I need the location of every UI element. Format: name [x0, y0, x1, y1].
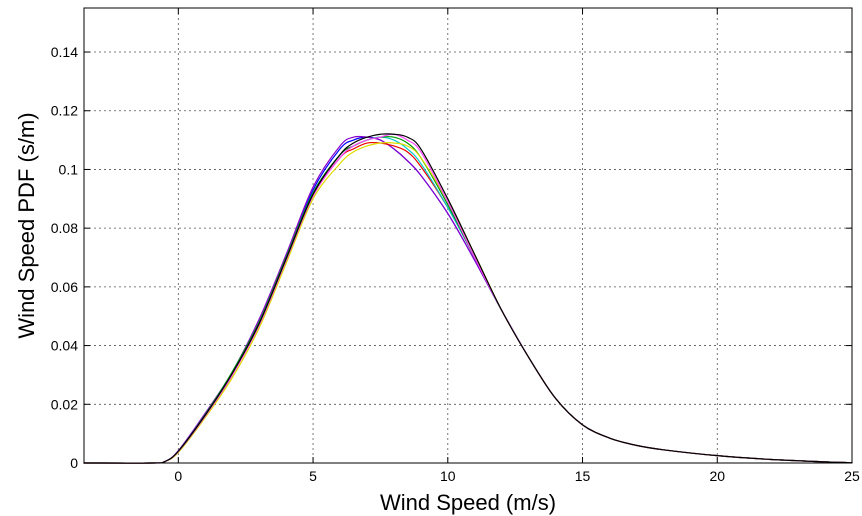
series-line-4 [83, 136, 853, 464]
series-line-1 [83, 136, 853, 464]
series-line-8 [83, 133, 853, 464]
y-tick-label: 0.06 [51, 279, 78, 295]
y-tick-label: 0.14 [51, 44, 78, 60]
y-tick-label: 0.08 [51, 220, 78, 236]
series-line-3 [83, 141, 853, 464]
grid-layer [84, 8, 852, 463]
y-tick-label: 0.1 [59, 161, 79, 177]
x-tick-label: 15 [575, 468, 591, 484]
series-line-2 [83, 135, 853, 464]
x-tick-label: 25 [844, 468, 860, 484]
y-tick-label: 0 [70, 455, 78, 471]
x-tick-label: 20 [709, 468, 725, 484]
series-line-6 [83, 142, 853, 464]
series-line-7 [83, 133, 853, 464]
x-tick-label: 5 [309, 468, 317, 484]
x-tick-label: 10 [440, 468, 456, 484]
y-tick-label: 0.02 [51, 396, 78, 412]
x-tick-label: 0 [174, 468, 182, 484]
y-tick-label: 0.12 [51, 103, 78, 119]
x-axis-label: Wind Speed (m/s) [380, 490, 556, 515]
y-tick-label: 0.04 [51, 338, 78, 354]
plot-frame [83, 7, 853, 464]
series-line-5 [83, 136, 853, 464]
series-layer [83, 133, 853, 464]
tick-layer: 0 5 10 15 20 25 0 0.02 0.04 0.06 0.08 0.1 0.12 0.14 [51, 8, 860, 484]
y-axis-label: Wind Speed PDF (s/m) [14, 112, 39, 338]
